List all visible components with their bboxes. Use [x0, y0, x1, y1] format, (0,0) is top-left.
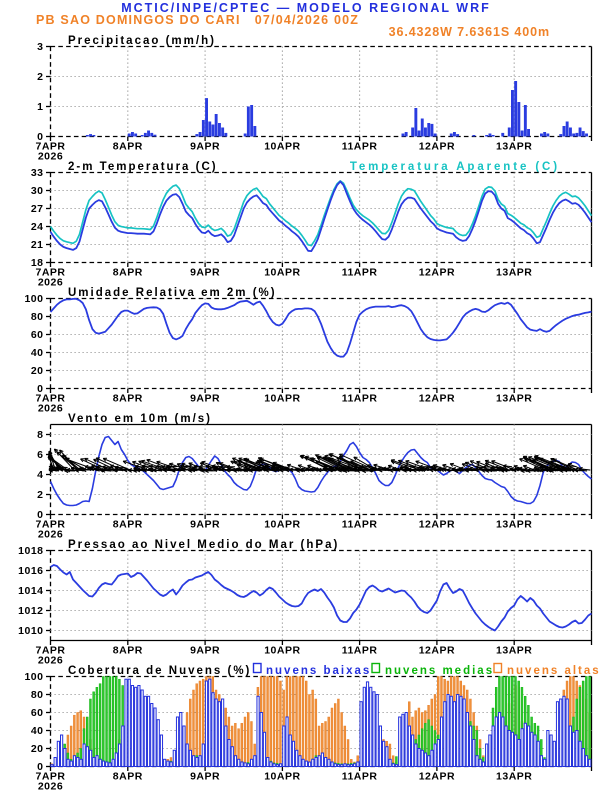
svg-text:11APR: 11APR — [342, 393, 378, 405]
svg-text:20: 20 — [31, 743, 44, 755]
svg-text:Pressao ao Nivel Medio do Mar: Pressao ao Nivel Medio do Mar (hPa) — [68, 539, 339, 551]
svg-text:6: 6 — [37, 449, 43, 461]
svg-text:10APR: 10APR — [264, 393, 300, 405]
svg-text:8APR: 8APR — [113, 267, 143, 279]
svg-text:12APR: 12APR — [419, 519, 455, 531]
svg-text:2026: 2026 — [38, 151, 63, 163]
svg-text:Cobertura de Nuvens (%): Cobertura de Nuvens (%) — [68, 665, 251, 677]
svg-text:Umidade Relativa em 2m (%): Umidade Relativa em 2m (%) — [68, 287, 277, 299]
svg-text:12APR: 12APR — [419, 771, 455, 783]
svg-text:10APR: 10APR — [264, 267, 300, 279]
svg-text:1014: 1014 — [18, 585, 43, 597]
svg-text:24: 24 — [31, 221, 44, 233]
svg-text:80: 80 — [31, 311, 44, 323]
svg-text:13APR: 13APR — [496, 519, 532, 531]
svg-text:Vento em 10m (m/s): Vento em 10m (m/s) — [68, 413, 212, 425]
svg-text:9APR: 9APR — [190, 141, 220, 153]
svg-text:13APR: 13APR — [496, 141, 532, 153]
svg-text:10APR: 10APR — [264, 519, 300, 531]
svg-text:2026: 2026 — [38, 529, 63, 541]
svg-text:11APR: 11APR — [342, 771, 378, 783]
svg-text:1010: 1010 — [18, 625, 43, 637]
svg-text:8APR: 8APR — [113, 645, 143, 657]
svg-text:nuvens baixas: nuvens baixas — [266, 665, 371, 677]
svg-text:12APR: 12APR — [419, 141, 455, 153]
svg-text:9APR: 9APR — [190, 771, 220, 783]
svg-text:8APR: 8APR — [113, 519, 143, 531]
svg-text:3: 3 — [37, 41, 43, 53]
svg-text:8: 8 — [37, 429, 43, 441]
svg-text:12APR: 12APR — [419, 393, 455, 405]
svg-text:33: 33 — [31, 167, 44, 179]
svg-text:13APR: 13APR — [496, 771, 532, 783]
svg-text:2: 2 — [37, 71, 43, 83]
svg-text:Precipitacao (mm/h): Precipitacao (mm/h) — [68, 35, 216, 47]
svg-text:4: 4 — [37, 469, 43, 481]
svg-text:2026: 2026 — [38, 655, 63, 667]
svg-text:11APR: 11APR — [342, 267, 378, 279]
svg-text:11APR: 11APR — [342, 519, 378, 531]
svg-text:2026: 2026 — [38, 781, 63, 793]
svg-text:11APR: 11APR — [342, 645, 378, 657]
svg-text:9APR: 9APR — [190, 519, 220, 531]
svg-text:9APR: 9APR — [190, 393, 220, 405]
svg-text:80: 80 — [31, 689, 44, 701]
svg-text:10APR: 10APR — [264, 141, 300, 153]
svg-text:8APR: 8APR — [113, 141, 143, 153]
svg-text:1012: 1012 — [18, 605, 43, 617]
svg-text:Temperatura Aparente (C): Temperatura Aparente (C) — [350, 161, 560, 173]
svg-text:2026: 2026 — [38, 277, 63, 289]
svg-text:21: 21 — [31, 239, 44, 251]
svg-text:1: 1 — [37, 101, 43, 113]
svg-text:11APR: 11APR — [342, 141, 378, 153]
svg-text:20: 20 — [31, 365, 44, 377]
svg-text:9APR: 9APR — [190, 645, 220, 657]
svg-text:40: 40 — [31, 347, 44, 359]
svg-text:27: 27 — [31, 203, 44, 215]
svg-text:8APR: 8APR — [113, 771, 143, 783]
svg-text:PB SAO DOMINGOS DO CARI 07/0: PB SAO DOMINGOS DO CARI 07/04/2026 00Z — [36, 13, 359, 27]
svg-text:13APR: 13APR — [496, 393, 532, 405]
svg-text:100: 100 — [24, 293, 43, 305]
svg-text:36.4328W 7.6361S 400m: 36.4328W 7.6361S 400m — [389, 25, 550, 39]
svg-text:8APR: 8APR — [113, 393, 143, 405]
svg-text:13APR: 13APR — [496, 267, 532, 279]
svg-text:10APR: 10APR — [264, 771, 300, 783]
svg-text:12APR: 12APR — [419, 645, 455, 657]
svg-text:9APR: 9APR — [190, 267, 220, 279]
svg-text:60: 60 — [31, 329, 44, 341]
svg-text:30: 30 — [31, 185, 44, 197]
svg-text:nuvens altas: nuvens altas — [507, 665, 601, 677]
svg-text:10APR: 10APR — [264, 645, 300, 657]
svg-text:2026: 2026 — [38, 403, 63, 415]
svg-text:1018: 1018 — [18, 545, 43, 557]
svg-text:12APR: 12APR — [419, 267, 455, 279]
svg-text:40: 40 — [31, 725, 44, 737]
svg-text:13APR: 13APR — [496, 645, 532, 657]
svg-text:1016: 1016 — [18, 565, 43, 577]
svg-text:2-m Temperatura (C): 2-m Temperatura (C) — [68, 161, 218, 173]
svg-text:2: 2 — [37, 489, 43, 501]
svg-text:60: 60 — [31, 707, 44, 719]
svg-text:100: 100 — [24, 671, 43, 683]
svg-text:nuvens medias: nuvens medias — [385, 665, 494, 677]
